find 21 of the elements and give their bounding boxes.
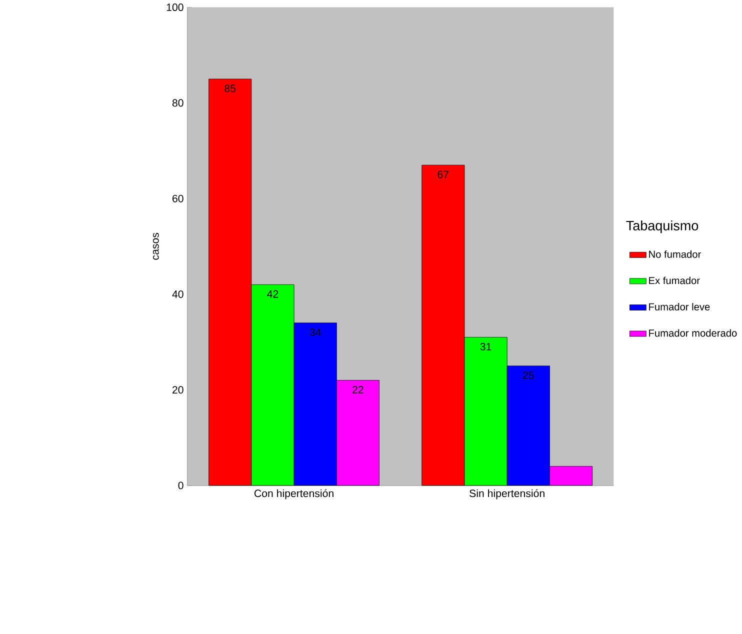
- y-tick-label: 100: [166, 4, 184, 12]
- legend-label: Ex fumador: [649, 276, 700, 284]
- legend-label: No fumador: [649, 250, 701, 258]
- data-label: 22: [352, 386, 364, 394]
- data-label: 85: [224, 84, 236, 92]
- x-tick-label: Con hipertensión: [254, 489, 334, 500]
- data-label: 42: [267, 290, 278, 298]
- data-label: 34: [310, 328, 321, 336]
- y-axis-title: casos: [153, 233, 159, 260]
- legend-label: Fumador moderado: [649, 329, 737, 337]
- x-tick-label: Sin hipertensión: [470, 489, 544, 500]
- legend-label: Fumador leve: [649, 303, 710, 311]
- y-tick-label: 20: [172, 386, 184, 394]
- y-tick-label: 40: [172, 290, 184, 298]
- y-tick-label: 0: [178, 482, 184, 490]
- data-label: 67: [438, 170, 449, 178]
- y-tick-label: 60: [172, 194, 184, 202]
- legend-title: Tabaquismo: [626, 220, 698, 234]
- data-label: 25: [523, 372, 534, 380]
- y-tick-label: 80: [172, 99, 184, 107]
- data-label: 31: [480, 343, 492, 351]
